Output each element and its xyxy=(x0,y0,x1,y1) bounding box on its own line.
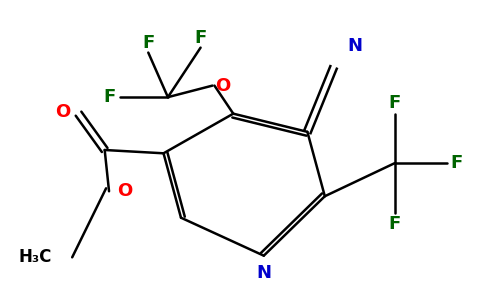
Text: F: F xyxy=(195,28,207,46)
Text: F: F xyxy=(389,215,401,233)
Text: F: F xyxy=(451,154,463,172)
Text: F: F xyxy=(389,94,401,112)
Text: N: N xyxy=(257,264,272,282)
Text: N: N xyxy=(348,37,363,55)
Text: O: O xyxy=(117,182,132,200)
Text: O: O xyxy=(215,76,230,94)
Text: F: F xyxy=(104,88,116,106)
Text: F: F xyxy=(142,34,154,52)
Text: H₃C: H₃C xyxy=(19,248,52,266)
Text: O: O xyxy=(55,103,71,121)
